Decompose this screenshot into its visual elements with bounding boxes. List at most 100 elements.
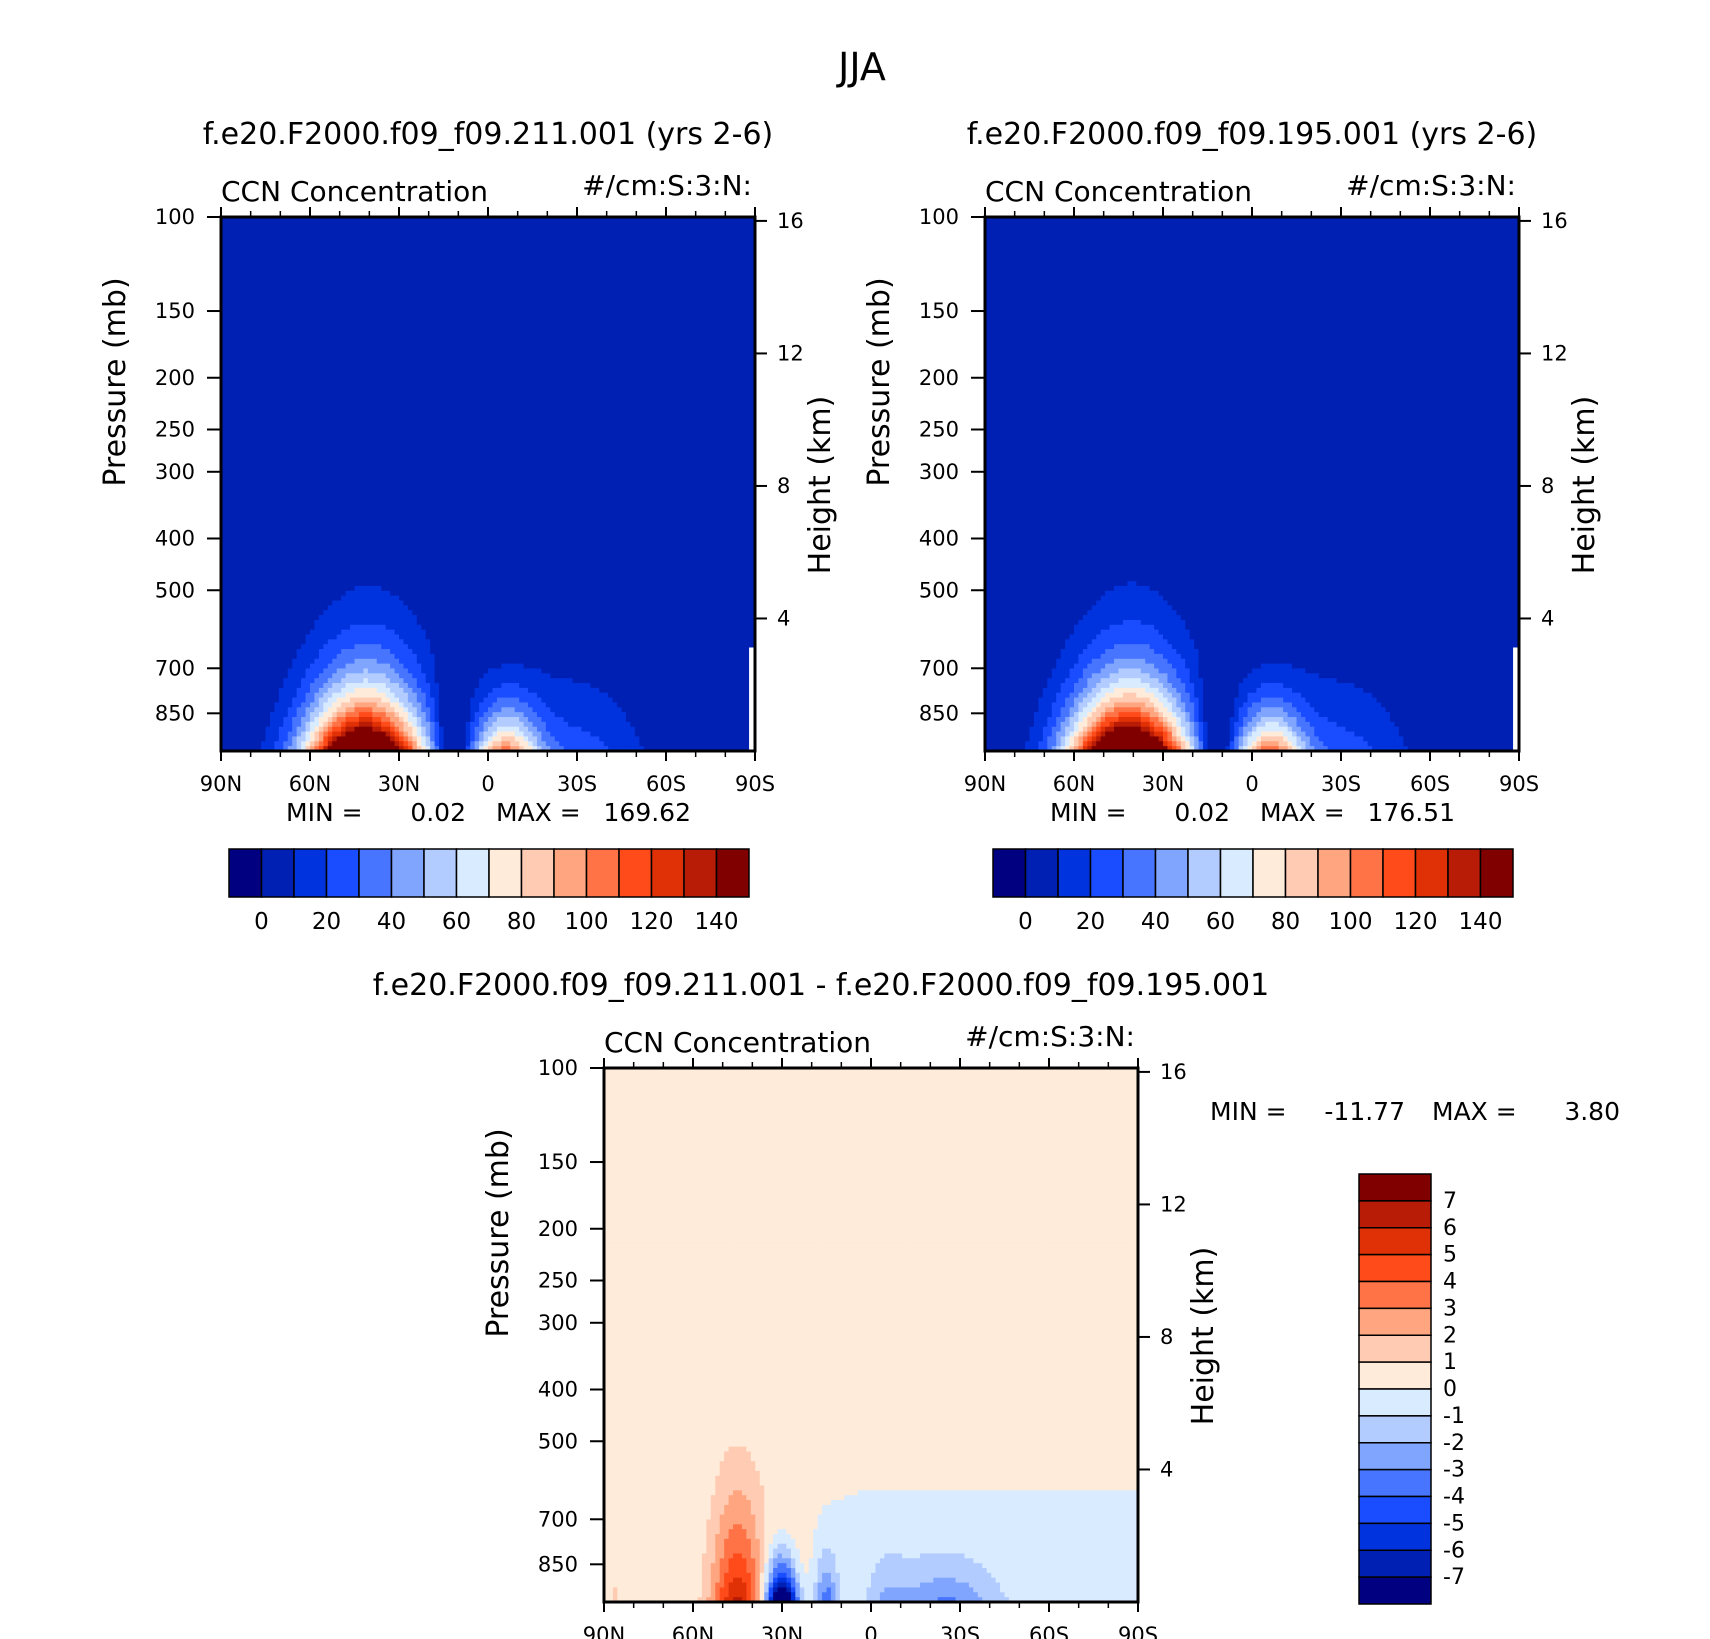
field-cell bbox=[265, 367, 271, 373]
field-cell bbox=[354, 255, 360, 262]
field-cell bbox=[559, 284, 565, 291]
field-cell bbox=[221, 401, 227, 407]
field-cell bbox=[737, 396, 743, 403]
field-cell bbox=[714, 241, 720, 247]
field-cell bbox=[568, 304, 574, 310]
field-cell bbox=[599, 401, 605, 407]
field-cell bbox=[399, 217, 405, 223]
field-cell bbox=[568, 299, 574, 305]
field-cell bbox=[688, 328, 694, 335]
field-cell bbox=[510, 416, 516, 422]
field-cell bbox=[559, 333, 565, 339]
field-cell bbox=[492, 304, 498, 310]
field-cell bbox=[688, 343, 694, 349]
field-cell bbox=[345, 328, 351, 335]
field-cell bbox=[714, 260, 720, 267]
field-cell bbox=[679, 309, 685, 315]
field-cell bbox=[305, 231, 311, 238]
field-cell bbox=[581, 386, 587, 393]
field-cell bbox=[292, 314, 298, 320]
field-cell bbox=[372, 357, 378, 364]
field-cell bbox=[376, 411, 382, 417]
field-cell bbox=[572, 357, 578, 364]
field-cell bbox=[247, 221, 253, 228]
field-cell bbox=[603, 314, 609, 320]
field-cell bbox=[496, 221, 502, 228]
field-cell bbox=[301, 352, 307, 359]
field-cell bbox=[523, 289, 529, 296]
field-cell bbox=[221, 416, 227, 422]
field-cell bbox=[301, 270, 307, 276]
field-cell bbox=[452, 372, 458, 378]
field-cell bbox=[554, 284, 560, 291]
field-cell bbox=[225, 391, 231, 398]
field-cell bbox=[621, 362, 627, 369]
field-cell bbox=[305, 275, 311, 281]
field-cell bbox=[238, 260, 244, 267]
field-cell bbox=[470, 270, 476, 276]
field-cell bbox=[439, 221, 445, 228]
field-cell bbox=[625, 411, 631, 417]
field-cell bbox=[674, 314, 680, 320]
field-cell bbox=[701, 396, 707, 403]
field-cell bbox=[465, 411, 471, 417]
field-cell bbox=[750, 377, 756, 383]
field-cell bbox=[301, 377, 307, 383]
field-cell bbox=[385, 221, 391, 228]
field-cell bbox=[345, 260, 351, 267]
field-cell bbox=[381, 338, 387, 344]
field-cell bbox=[599, 382, 605, 388]
field-cell bbox=[706, 343, 712, 349]
field-cell bbox=[554, 328, 560, 335]
field-cell bbox=[430, 275, 436, 281]
field-cell bbox=[559, 250, 565, 257]
field-cell bbox=[430, 328, 436, 335]
field-cell bbox=[550, 265, 556, 271]
field-cell bbox=[710, 372, 716, 378]
field-cell bbox=[643, 367, 649, 373]
field-cell bbox=[496, 255, 502, 262]
field-cell bbox=[599, 386, 605, 393]
field-cell bbox=[243, 391, 249, 398]
field-cell bbox=[746, 241, 752, 247]
field-cell bbox=[407, 377, 413, 383]
field-cell bbox=[265, 314, 271, 320]
field-cell bbox=[465, 260, 471, 267]
field-cell bbox=[394, 246, 400, 252]
field-cell bbox=[447, 241, 453, 247]
field-cell bbox=[439, 284, 445, 291]
field-cell bbox=[385, 294, 391, 301]
field-cell bbox=[425, 406, 431, 412]
field-cell bbox=[679, 314, 685, 320]
field-cell bbox=[243, 226, 249, 233]
field-cell bbox=[283, 406, 289, 412]
field-cell bbox=[750, 352, 756, 359]
field-cell bbox=[403, 367, 409, 373]
field-cell bbox=[541, 357, 547, 364]
field-cell bbox=[269, 328, 275, 335]
field-cell bbox=[269, 333, 275, 339]
field-cell bbox=[314, 221, 320, 228]
field-cell bbox=[674, 221, 680, 228]
field-cell bbox=[439, 246, 445, 252]
field-cell bbox=[265, 386, 271, 393]
field-cell bbox=[452, 275, 458, 281]
field-cell bbox=[661, 314, 667, 320]
field-cell bbox=[372, 304, 378, 310]
field-cell bbox=[327, 391, 333, 398]
field-cell bbox=[474, 323, 480, 330]
field-cell bbox=[585, 304, 591, 310]
field-cell bbox=[407, 309, 413, 315]
field-cell bbox=[425, 348, 431, 354]
field-cell bbox=[737, 275, 743, 281]
field-cell bbox=[505, 265, 511, 271]
field-cell bbox=[554, 323, 560, 330]
field-cell bbox=[229, 343, 235, 349]
field-cell bbox=[336, 333, 342, 339]
field-cell bbox=[301, 382, 307, 388]
field-cell bbox=[421, 348, 427, 354]
field-cell bbox=[350, 236, 356, 242]
field-cell bbox=[554, 309, 560, 315]
field-cell bbox=[706, 241, 712, 247]
field-cell bbox=[661, 328, 667, 335]
